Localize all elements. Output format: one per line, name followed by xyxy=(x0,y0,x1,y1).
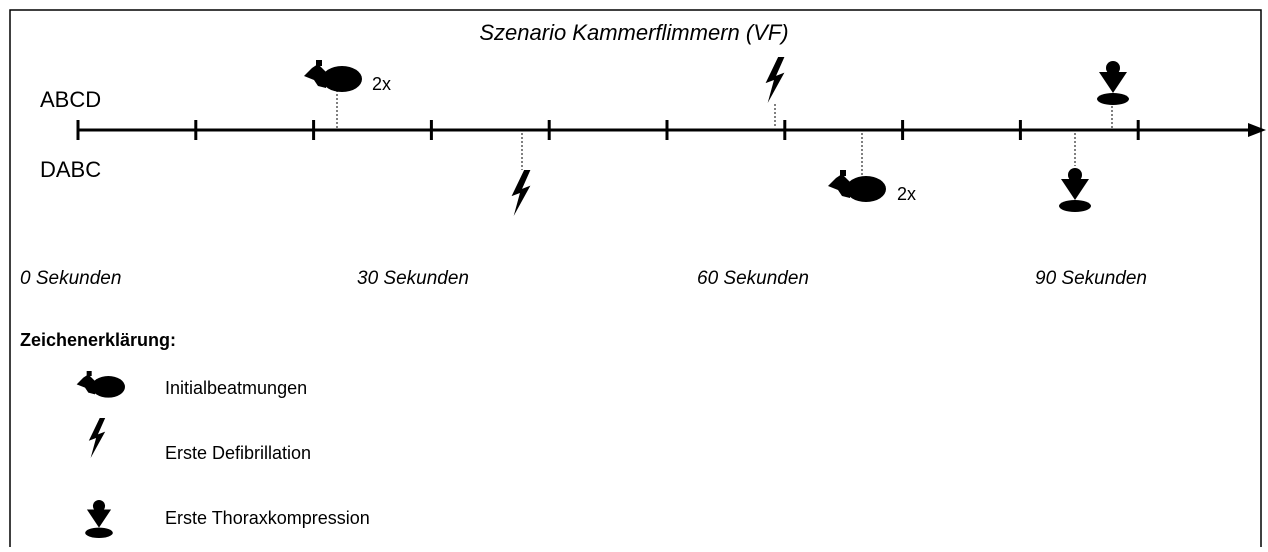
legend-icon xyxy=(76,371,125,398)
legend-item: Erste Defibrillation xyxy=(165,443,311,463)
compression-icon xyxy=(1097,61,1129,105)
ventilation-icon xyxy=(304,60,362,92)
time-label: 30 Sekunden xyxy=(357,268,469,289)
arrow-head xyxy=(1248,123,1266,137)
legend-item: Initialbeatmungen xyxy=(165,378,307,398)
legend-title: Zeichenerklärung: xyxy=(20,330,176,350)
connectors xyxy=(336,90,1113,178)
count: 2x xyxy=(897,184,916,204)
time-label: 90 Sekunden xyxy=(1035,268,1147,289)
title: Szenario Kammerflimmern (VF) xyxy=(479,20,788,45)
legend-icon xyxy=(88,418,106,458)
defibrillation-icon xyxy=(765,57,785,103)
legend-item: Erste Thoraxkompression xyxy=(165,508,370,528)
legend-icon xyxy=(85,500,113,538)
time-label: 60 Sekunden xyxy=(697,268,809,289)
ventilation-icon xyxy=(828,170,886,202)
row-label: DABC xyxy=(40,157,101,182)
ticks xyxy=(76,120,1140,140)
count: 2x xyxy=(372,74,391,94)
row-label: ABCD xyxy=(40,87,101,112)
time-label: 0 Sekunden xyxy=(20,268,121,289)
frame xyxy=(9,9,1262,552)
defibrillation-icon xyxy=(511,170,531,216)
compression-icon xyxy=(1059,168,1091,212)
